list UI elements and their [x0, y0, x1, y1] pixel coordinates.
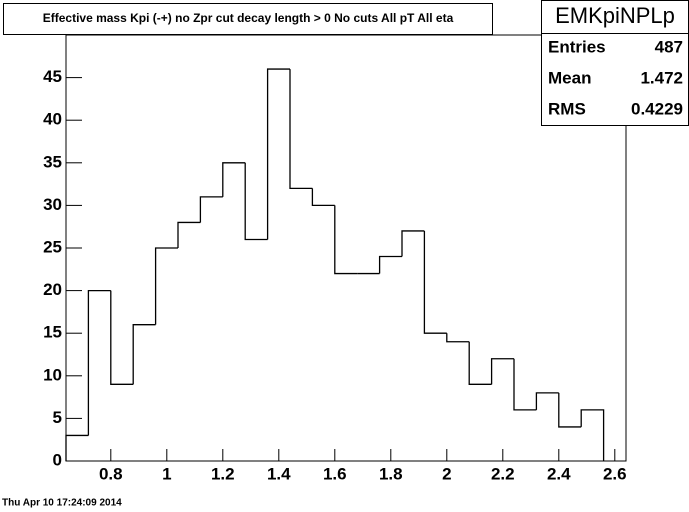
- histogram-bin: [289, 69, 313, 190]
- y-tick-label: 10: [43, 365, 62, 384]
- stats-label: Entries: [548, 37, 606, 56]
- histogram-bin: [177, 221, 201, 248]
- histogram-bin: [110, 290, 134, 385]
- stats-title: EMKpiNPLp: [555, 3, 675, 28]
- histogram-bin: [244, 162, 268, 241]
- x-tick-label: 0.8: [99, 464, 123, 483]
- x-tick-label: 1.8: [379, 464, 403, 483]
- stats-value: 0.4229: [631, 99, 683, 118]
- title-box: [3, 3, 493, 35]
- x-tick-label: 2.2: [491, 464, 515, 483]
- y-tick-label: 45: [43, 67, 62, 86]
- histogram-bin: [154, 247, 178, 325]
- histogram-bin: [558, 392, 582, 428]
- histogram-bin: [266, 68, 290, 240]
- histogram-bin: [535, 392, 559, 410]
- histogram-bin: [490, 358, 514, 385]
- timestamp: Thu Apr 10 17:24:09 2014: [2, 498, 122, 509]
- x-tick-label: 2: [442, 464, 451, 483]
- stats-value: 487: [655, 37, 683, 56]
- histogram-bin: [222, 162, 246, 197]
- stats-box: [541, 0, 689, 126]
- y-tick-label: 0: [53, 450, 62, 469]
- x-tick-label: 1.2: [211, 464, 235, 483]
- stats-value: 1.472: [640, 68, 683, 87]
- histogram-bin: [311, 188, 335, 207]
- histogram-bin: [468, 341, 492, 385]
- y-tick-label: 15: [43, 323, 62, 342]
- y-tick-label: 40: [43, 110, 62, 129]
- y-tick-label: 5: [53, 408, 62, 427]
- histogram-bin: [423, 230, 447, 334]
- x-tick-label: 2.6: [603, 464, 627, 483]
- x-tick-label: 2.4: [547, 464, 571, 483]
- histogram-bin: [401, 230, 425, 257]
- y-tick-label: 20: [43, 280, 62, 299]
- histogram-bin: [132, 324, 156, 385]
- histogram-bin: [378, 255, 402, 274]
- histogram-bin: [446, 333, 470, 343]
- x-tick-label: 1.6: [323, 464, 347, 483]
- x-tick-label: 1: [162, 464, 171, 483]
- stats-label: Mean: [548, 68, 591, 87]
- x-tick-label: 1.4: [267, 464, 291, 483]
- histogram-bin: [513, 358, 537, 411]
- histogram-bin: [65, 434, 89, 461]
- histogram-bin: [199, 196, 223, 223]
- chart-title: Effective mass Kpi (-+) no Zpr cut decay…: [43, 11, 454, 25]
- y-tick-label: 35: [43, 152, 62, 171]
- y-tick-label: 25: [43, 237, 62, 256]
- histogram-bin: [334, 205, 358, 275]
- y-tick-label: 30: [43, 195, 62, 214]
- histogram-bin: [580, 409, 605, 461]
- histogram-bin: [87, 289, 111, 436]
- stats-label: RMS: [548, 99, 586, 118]
